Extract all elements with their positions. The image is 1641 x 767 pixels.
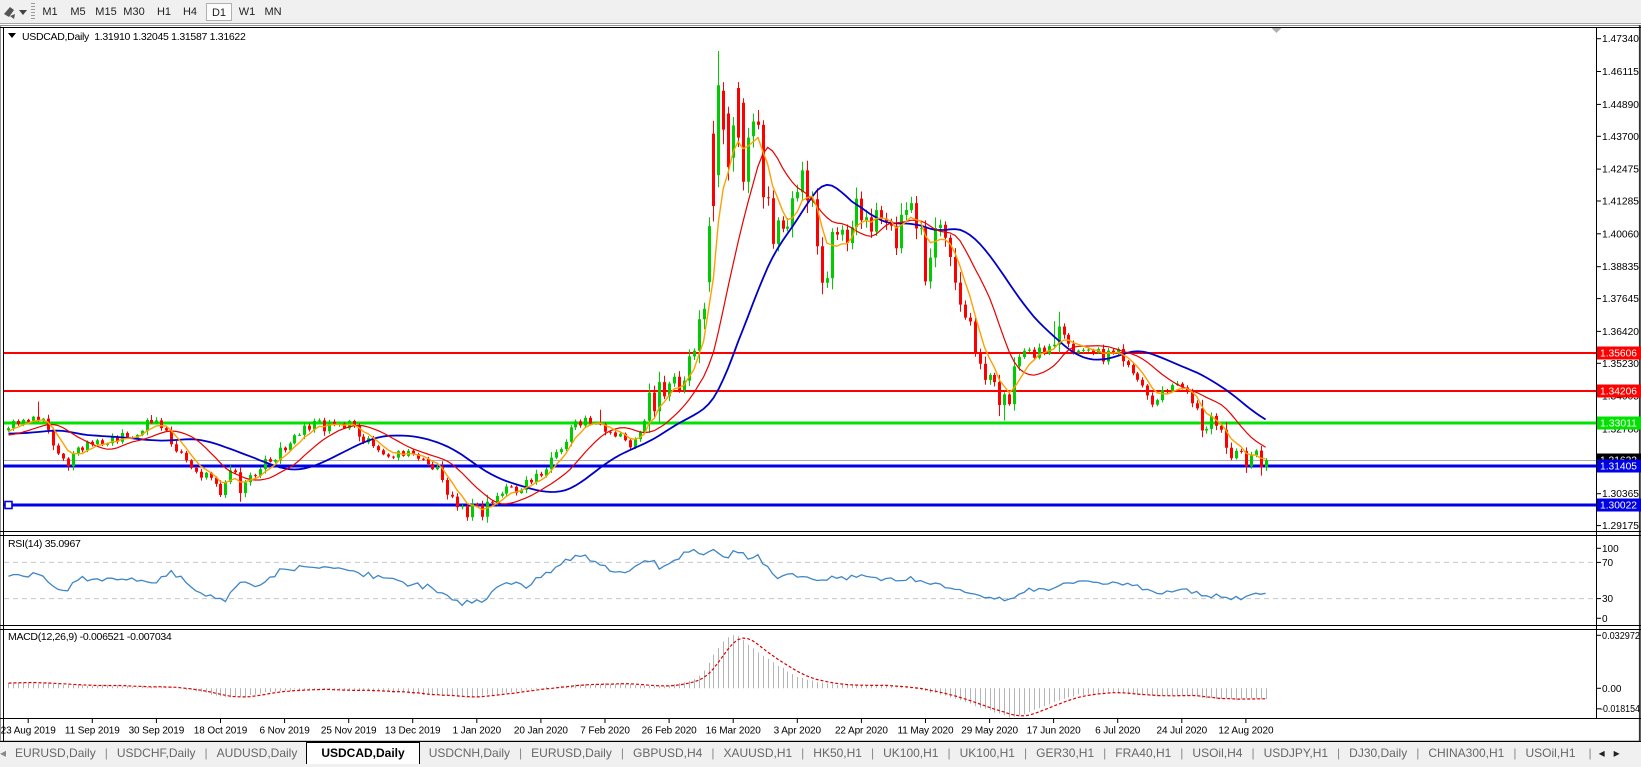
- svg-text:1.38835: 1.38835: [1602, 262, 1639, 273]
- svg-text:24 Jul 2020: 24 Jul 2020: [1156, 726, 1207, 737]
- svg-text:6 Nov 2019: 6 Nov 2019: [260, 726, 311, 737]
- svg-text:1.33011: 1.33011: [1600, 419, 1637, 430]
- svg-text:6 Jul 2020: 6 Jul 2020: [1095, 726, 1141, 737]
- svg-text:1.36420: 1.36420: [1602, 327, 1639, 338]
- svg-text:-0.018154: -0.018154: [1600, 704, 1640, 715]
- svg-text:16 Mar 2020: 16 Mar 2020: [706, 726, 762, 737]
- svg-text:29 May 2020: 29 May 2020: [961, 726, 1018, 737]
- svg-text:30 Sep 2019: 30 Sep 2019: [129, 726, 185, 737]
- svg-text:1.29175: 1.29175: [1602, 521, 1639, 532]
- svg-text:1.30365: 1.30365: [1602, 489, 1639, 500]
- svg-text:1.34206: 1.34206: [1600, 387, 1637, 398]
- svg-text:RSI(14) 35.0967: RSI(14) 35.0967: [8, 538, 81, 550]
- svg-text:13 Dec 2019: 13 Dec 2019: [385, 726, 441, 737]
- svg-text:1.31405: 1.31405: [1600, 462, 1637, 473]
- svg-text:17 Jun 2020: 17 Jun 2020: [1027, 726, 1081, 737]
- svg-text:0: 0: [1602, 614, 1608, 625]
- svg-text:1.40060: 1.40060: [1602, 229, 1639, 240]
- svg-text:18 Oct 2019: 18 Oct 2019: [194, 726, 248, 737]
- svg-text:1.32780: 1.32780: [1602, 425, 1639, 436]
- svg-text:12 Aug 2020: 12 Aug 2020: [1218, 726, 1274, 737]
- svg-text:1.35606: 1.35606: [1600, 349, 1637, 360]
- svg-text:1.46115: 1.46115: [1602, 67, 1639, 78]
- svg-text:1 Jan 2020: 1 Jan 2020: [453, 726, 502, 737]
- svg-text:22 Apr 2020: 22 Apr 2020: [835, 726, 888, 737]
- svg-text:3 Apr 2020: 3 Apr 2020: [774, 726, 822, 737]
- svg-text:23 Aug 2019: 23 Aug 2019: [1, 726, 57, 737]
- svg-text:1.35230: 1.35230: [1602, 359, 1639, 370]
- svg-text:1.41285: 1.41285: [1602, 197, 1639, 208]
- svg-text:11 Sep 2019: 11 Sep 2019: [65, 726, 120, 737]
- svg-text:26 Feb 2020: 26 Feb 2020: [642, 726, 698, 737]
- svg-text:7 Feb 2020: 7 Feb 2020: [580, 726, 630, 737]
- svg-text:1.43700: 1.43700: [1602, 132, 1639, 143]
- svg-text:MACD(12,26,9) -0.006521 -0.007: MACD(12,26,9) -0.006521 -0.007034: [8, 631, 172, 643]
- svg-text:100: 100: [1602, 544, 1619, 555]
- svg-text:1.44890: 1.44890: [1602, 100, 1639, 111]
- svg-text:1.47340: 1.47340: [1602, 34, 1639, 45]
- svg-text:0.00: 0.00: [1602, 684, 1622, 695]
- svg-text:11 May 2020: 11 May 2020: [898, 726, 955, 737]
- svg-text:30: 30: [1602, 594, 1614, 605]
- svg-text:1.42475: 1.42475: [1602, 165, 1639, 176]
- svg-text:70: 70: [1602, 558, 1614, 569]
- svg-text:USDCAD,Daily 1.31910 1.32045: USDCAD,Daily 1.31910 1.32045 1.31587 1.3…: [22, 31, 246, 43]
- svg-text:25 Nov 2019: 25 Nov 2019: [321, 726, 377, 737]
- svg-text:20 Jan 2020: 20 Jan 2020: [514, 726, 568, 737]
- svg-text:1.30022: 1.30022: [1600, 501, 1637, 512]
- svg-text:0.032972: 0.032972: [1602, 631, 1640, 642]
- svg-text:1.37645: 1.37645: [1602, 294, 1639, 305]
